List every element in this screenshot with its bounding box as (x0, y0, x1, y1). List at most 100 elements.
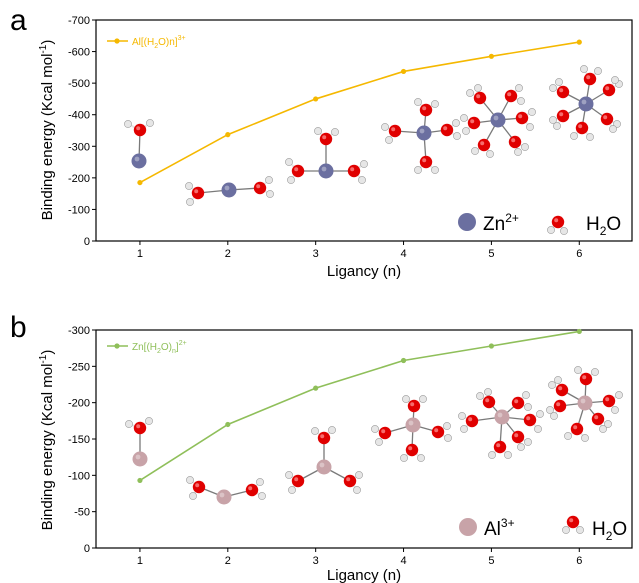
oxygen-atom (551, 215, 565, 229)
al-atom (216, 489, 232, 505)
legend-label-a: Al[(H2O)n]3+ (132, 35, 186, 50)
hydrogen-atom (311, 427, 319, 435)
oxygen-atom (419, 103, 433, 117)
hydrogen-atom (285, 471, 293, 479)
oxygen-highlight (582, 375, 587, 380)
oxygen-highlight (434, 428, 439, 433)
data-point (488, 53, 495, 59)
y-tick-label: -500 (68, 78, 90, 90)
hydrogen-atom (189, 492, 197, 500)
y-tick-label: 0 (84, 236, 90, 248)
oxygen-highlight (468, 417, 473, 422)
oxygen-atom (343, 474, 357, 488)
y-tick-label: -50 (74, 507, 90, 519)
hydrogen-atom (124, 120, 132, 128)
hydrogen-atom (460, 425, 468, 433)
plot-frame-a (95, 19, 633, 242)
hydrogen-atom (524, 438, 532, 446)
hydrogen-atom (256, 478, 264, 486)
oxygen-atom (508, 135, 522, 149)
x-tick-label: 4 (400, 555, 406, 567)
oxygen-atom (591, 412, 605, 426)
hydrogen-atom (385, 136, 393, 144)
hydrogen-atom (443, 422, 451, 430)
hydrogen-atom (431, 166, 439, 174)
oxygen-highlight (422, 106, 427, 111)
hydrogen-atom (581, 434, 589, 442)
hydrogen-atom (488, 451, 496, 459)
hydrogen-atom (615, 391, 623, 399)
hydrogen-atom (611, 76, 619, 84)
zn-atom (131, 153, 147, 169)
x-axis-title-a: Ligancy (n) (327, 263, 401, 280)
hydrogen-atom (560, 227, 568, 235)
oxygen-atom (440, 123, 454, 137)
zn-atom-highlight (581, 99, 587, 105)
al-atom (405, 417, 421, 433)
oxygen-atom (556, 85, 570, 99)
oxygen-highlight (514, 433, 519, 438)
hydrogen-atom (474, 84, 482, 92)
hydrogen-atom (591, 368, 599, 376)
hydrogen-atom (514, 148, 522, 156)
al-atom (132, 451, 148, 467)
oxygen-highlight (518, 114, 523, 119)
y-tick-label: -100 (68, 470, 90, 482)
x-axis-title-b: Ligancy (n) (327, 567, 401, 583)
hydrogen-atom (486, 150, 494, 158)
oxygen-atom (602, 394, 616, 408)
oxygen-highlight (480, 141, 485, 146)
oxygen-atom (407, 399, 421, 413)
legend-label-b: Zn[(H2O)n]2+ (132, 340, 187, 355)
hydrogen-atom (186, 476, 194, 484)
oxygen-atom (465, 414, 479, 428)
plot-frame-b (95, 329, 633, 549)
data-point (400, 357, 407, 364)
x-tick-label: 4 (400, 248, 406, 260)
oxygen-highlight (586, 75, 591, 80)
oxygen-atom (555, 383, 569, 397)
x-tick-label: 3 (313, 248, 319, 260)
al-atom (494, 409, 510, 425)
oxygen-atom (600, 112, 614, 126)
hydrogen-atom (414, 98, 422, 106)
hydrogen-atom (400, 454, 408, 462)
y-tick-label: -250 (68, 361, 90, 373)
data-point (313, 96, 319, 102)
hydrogen-atom (371, 425, 379, 433)
al-atom-key-icon (459, 518, 477, 536)
y-tick-label: -200 (68, 173, 90, 185)
hydrogen-atom (476, 392, 484, 400)
data-point (576, 39, 582, 45)
oxygen-atom (602, 83, 616, 97)
oxygen-highlight (136, 424, 141, 429)
oxygen-highlight (322, 135, 327, 140)
hydrogen-atom (528, 108, 536, 116)
oxygen-highlight (470, 119, 475, 124)
oxygen-highlight (391, 127, 396, 132)
hydrogen-atom (524, 403, 532, 411)
oxygen-highlight (195, 483, 200, 488)
data-point (488, 343, 495, 349)
oxygen-highlight (573, 425, 578, 430)
oxygen-atom (566, 515, 580, 529)
zn-atom-highlight (493, 115, 499, 121)
hydrogen-atom (562, 526, 570, 534)
oxygen-highlight (558, 386, 563, 391)
y-tick-label: -200 (68, 398, 90, 410)
molecule-structures-b (125, 366, 623, 505)
oxygen-atom (482, 395, 496, 409)
hydrogen-atom (285, 158, 293, 166)
x-tick-label: 3 (313, 555, 319, 567)
hydrogen-atom (402, 395, 410, 403)
legend-marker-a (114, 38, 120, 44)
y-tick-label: -600 (68, 47, 90, 59)
y-tick-label: -300 (68, 141, 90, 153)
x-tick-label: 6 (576, 555, 582, 567)
x-tick-label: 2 (225, 555, 231, 567)
hydrogen-atom (466, 89, 474, 97)
hydrogen-atom (328, 426, 336, 434)
hydrogen-atom (586, 133, 594, 141)
zn-atom (578, 96, 594, 112)
y-tick-label: -150 (68, 434, 90, 446)
